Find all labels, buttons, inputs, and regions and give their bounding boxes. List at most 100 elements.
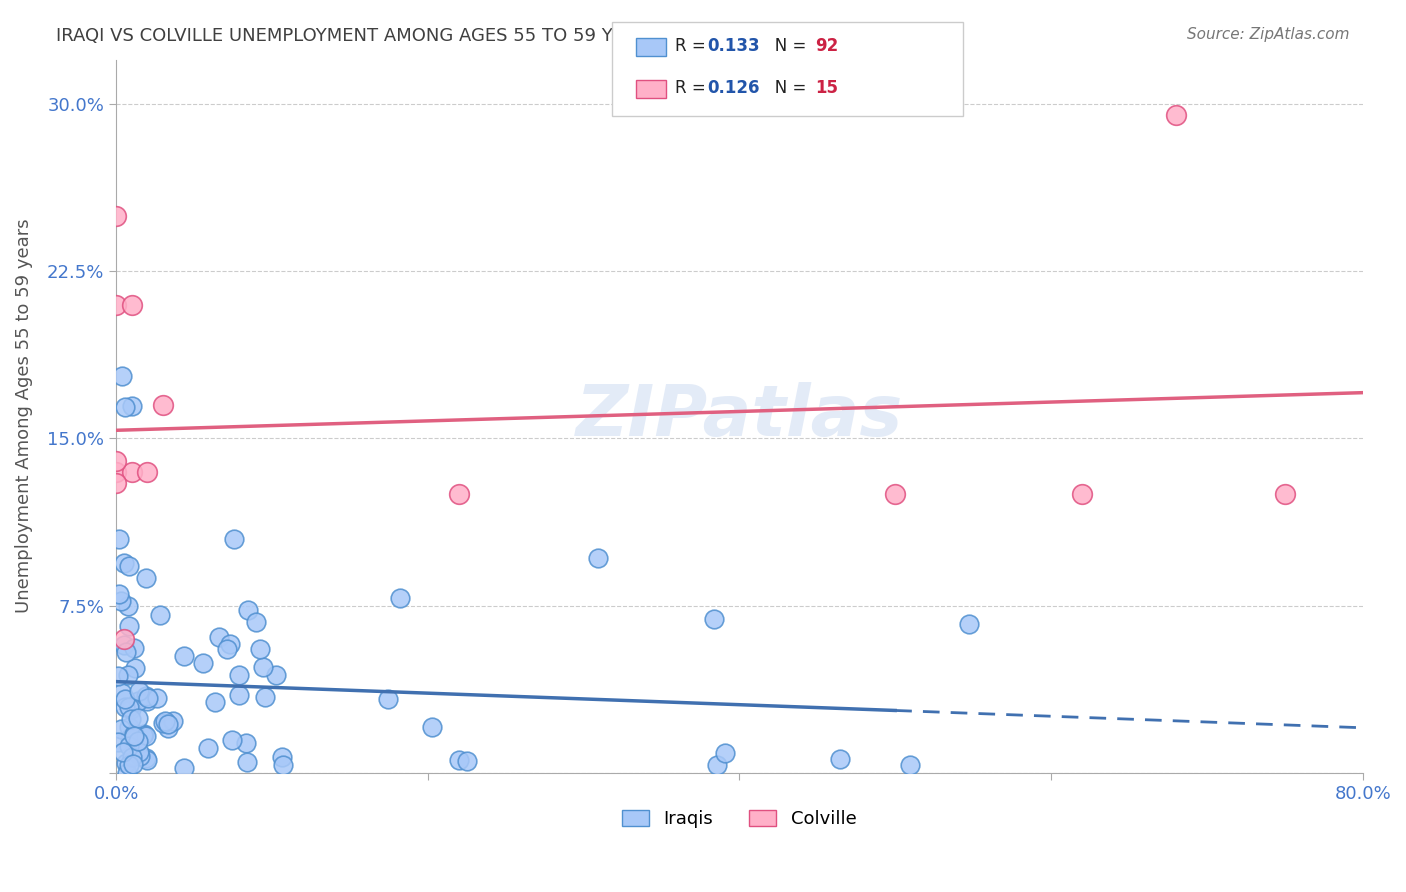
Point [121, 712, 143, 726]
Point [120, 701, 142, 715]
Point [128, 749, 150, 764]
Text: ZIPatlas: ZIPatlas [575, 382, 903, 450]
Text: R =: R = [675, 79, 711, 97]
Point [112, 638, 135, 652]
Point [135, 689, 157, 703]
Point [115, 645, 138, 659]
Point [228, 668, 250, 682]
Text: N =: N = [759, 79, 811, 97]
Point [108, 532, 131, 546]
Point [157, 716, 180, 731]
Point [703, 612, 725, 626]
Point [112, 632, 135, 646]
Point [149, 608, 172, 623]
Point [122, 727, 145, 741]
Point [191, 656, 214, 670]
Point [173, 761, 195, 775]
Point [152, 715, 174, 730]
Point [208, 631, 231, 645]
Point [118, 739, 141, 754]
Point [447, 754, 470, 768]
Point [112, 556, 135, 570]
Point [136, 694, 159, 708]
Text: 92: 92 [815, 37, 839, 55]
Point [586, 551, 609, 566]
Point [152, 398, 174, 412]
Point [122, 731, 145, 746]
Point [111, 368, 134, 383]
Point [110, 723, 132, 737]
Point [236, 756, 259, 770]
Point [127, 694, 149, 708]
Point [122, 757, 145, 772]
Point [135, 571, 157, 585]
Point [135, 729, 157, 743]
Point [132, 726, 155, 740]
Point [105, 476, 128, 491]
Point [105, 465, 128, 479]
Point [173, 648, 195, 663]
Point [127, 734, 149, 748]
Point [222, 532, 245, 546]
Point [146, 690, 169, 705]
Point [273, 757, 295, 772]
Point [107, 735, 129, 749]
Point [270, 749, 292, 764]
Point [118, 558, 141, 573]
Point [252, 659, 274, 673]
Point [235, 736, 257, 750]
Point [114, 691, 136, 706]
Text: 0.126: 0.126 [707, 79, 759, 97]
Point [1071, 487, 1094, 501]
Y-axis label: Unemployment Among Ages 55 to 59 years: Unemployment Among Ages 55 to 59 years [15, 219, 32, 614]
Point [115, 765, 138, 780]
Legend: Iraqis, Colville: Iraqis, Colville [614, 802, 863, 835]
Text: R =: R = [675, 37, 711, 55]
Point [105, 454, 128, 468]
Point [118, 619, 141, 633]
Point [264, 668, 287, 682]
Point [162, 714, 184, 728]
Point [124, 640, 146, 655]
Point [228, 688, 250, 702]
Text: N =: N = [759, 37, 811, 55]
Point [217, 641, 239, 656]
Point [1274, 487, 1296, 501]
Point [197, 741, 219, 756]
Point [114, 400, 136, 414]
Point [245, 615, 267, 630]
Point [218, 637, 240, 651]
Point [111, 745, 134, 759]
Point [107, 669, 129, 683]
Text: Source: ZipAtlas.com: Source: ZipAtlas.com [1187, 27, 1350, 42]
Point [135, 751, 157, 765]
Point [1164, 108, 1187, 122]
Point [828, 752, 851, 766]
Point [117, 668, 139, 682]
Point [456, 754, 478, 768]
Point [105, 209, 128, 223]
Text: 0.133: 0.133 [707, 37, 759, 55]
Point [706, 758, 728, 772]
Point [121, 298, 143, 312]
Point [238, 603, 260, 617]
Point [105, 298, 128, 312]
Point [132, 728, 155, 742]
Point [108, 587, 131, 601]
Point [136, 691, 159, 706]
Point [128, 684, 150, 698]
Point [121, 465, 143, 479]
Point [135, 753, 157, 767]
Point [447, 487, 470, 501]
Point [111, 685, 134, 699]
Point [136, 465, 159, 479]
Point [957, 616, 980, 631]
Point [898, 758, 921, 772]
Point [388, 591, 411, 605]
Point [204, 695, 226, 709]
Point [118, 731, 141, 745]
Point [221, 733, 243, 747]
Point [124, 661, 146, 675]
Point [115, 756, 138, 770]
Point [121, 750, 143, 764]
